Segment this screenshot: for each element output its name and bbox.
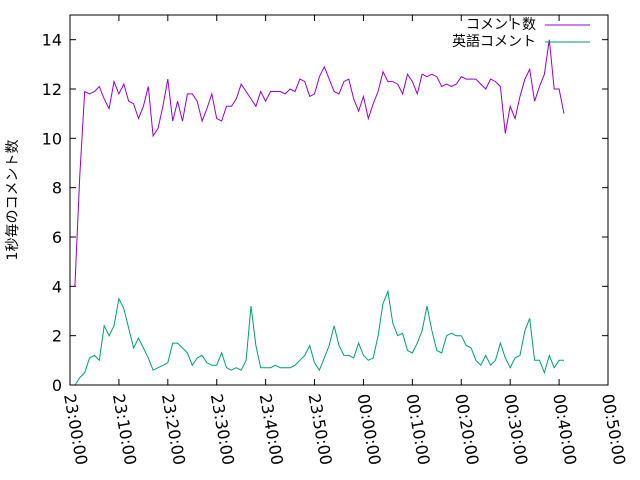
x-tick-label: 23:50:00 bbox=[305, 392, 336, 466]
plot-area-border bbox=[69, 14, 609, 386]
x-tick-label: 00:00:00 bbox=[354, 392, 385, 466]
x-tick-label: 23:30:00 bbox=[207, 392, 238, 466]
y-axis-label: 1秒毎のコメント数 bbox=[5, 140, 21, 261]
y-tick-label: 12 bbox=[42, 80, 62, 99]
chart-series bbox=[74, 39, 565, 386]
legend-label-comments: コメント数 bbox=[466, 17, 536, 33]
y-tick-label: 4 bbox=[52, 277, 62, 296]
y-tick-label: 14 bbox=[42, 31, 62, 50]
series-line-english-comments bbox=[74, 289, 564, 386]
x-tick-label: 00:40:00 bbox=[549, 392, 580, 466]
x-tick-label: 00:10:00 bbox=[402, 392, 433, 466]
x-tick-label: 00:50:00 bbox=[598, 392, 629, 466]
y-tick-label: 2 bbox=[52, 327, 62, 346]
legend-label-english-comments: 英語コメント bbox=[452, 33, 536, 50]
x-tick-label: 23:40:00 bbox=[256, 392, 287, 466]
y-tick-label: 0 bbox=[52, 376, 62, 395]
x-tick-label: 23:10:00 bbox=[109, 392, 140, 466]
y-tick-label: 10 bbox=[42, 129, 62, 148]
series-line-comments bbox=[74, 39, 565, 287]
y-tick-label: 8 bbox=[52, 179, 62, 198]
y-tick-label: 6 bbox=[52, 228, 62, 247]
legend: コメント数 英語コメント bbox=[452, 17, 590, 50]
x-tick-label: 23:00:00 bbox=[60, 392, 91, 466]
x-tick-label: 23:20:00 bbox=[158, 392, 189, 466]
x-tick-label: 00:20:00 bbox=[451, 392, 482, 466]
x-tick-label: 00:30:00 bbox=[500, 392, 531, 466]
